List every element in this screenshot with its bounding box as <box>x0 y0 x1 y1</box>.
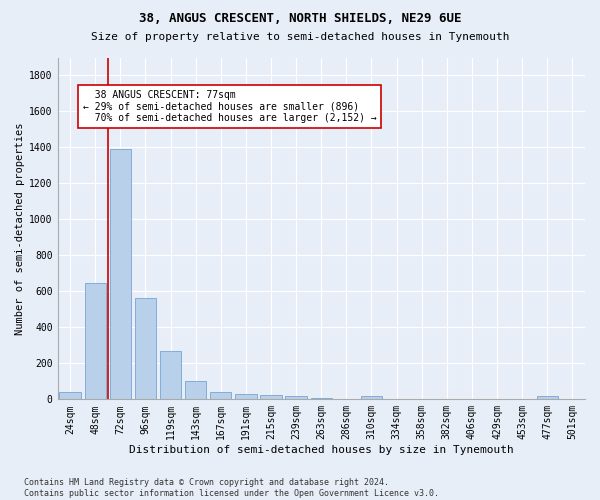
Bar <box>135 298 156 400</box>
Bar <box>286 396 307 400</box>
Bar <box>85 283 106 400</box>
Bar <box>210 392 232 400</box>
Bar <box>110 150 131 400</box>
Bar <box>185 380 206 400</box>
Text: 38 ANGUS CRESCENT: 77sqm
← 29% of semi-detached houses are smaller (896)
  70% o: 38 ANGUS CRESCENT: 77sqm ← 29% of semi-d… <box>83 90 376 123</box>
Bar <box>536 396 558 400</box>
Bar <box>260 396 282 400</box>
X-axis label: Distribution of semi-detached houses by size in Tynemouth: Distribution of semi-detached houses by … <box>129 445 514 455</box>
Bar <box>160 351 181 400</box>
Y-axis label: Number of semi-detached properties: Number of semi-detached properties <box>15 122 25 334</box>
Bar <box>311 398 332 400</box>
Bar <box>361 396 382 400</box>
Text: Contains HM Land Registry data © Crown copyright and database right 2024.
Contai: Contains HM Land Registry data © Crown c… <box>24 478 439 498</box>
Text: 38, ANGUS CRESCENT, NORTH SHIELDS, NE29 6UE: 38, ANGUS CRESCENT, NORTH SHIELDS, NE29 … <box>139 12 461 26</box>
Text: Size of property relative to semi-detached houses in Tynemouth: Size of property relative to semi-detach… <box>91 32 509 42</box>
Bar <box>235 394 257 400</box>
Bar <box>59 392 81 400</box>
